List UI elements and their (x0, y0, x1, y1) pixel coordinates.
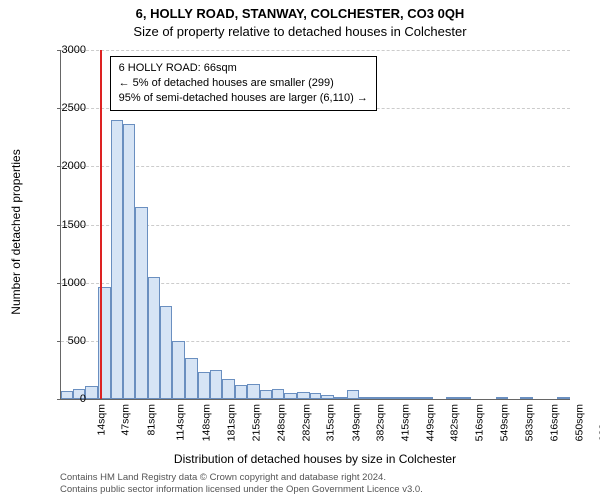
histogram-bar (135, 207, 148, 399)
histogram-bar (458, 397, 471, 399)
y-tick-label: 1000 (46, 277, 86, 289)
histogram-bar (334, 397, 347, 399)
histogram-bar (347, 390, 359, 399)
histogram-bar (408, 397, 421, 399)
x-tick-label: 549sqm (498, 404, 510, 441)
annotation-line: 95% of semi-detached houses are larger (… (119, 91, 368, 106)
y-axis-label: Number of detached properties (9, 149, 23, 314)
histogram-bar (247, 384, 260, 399)
annotation-line: 6 HOLLY ROAD: 66sqm (119, 61, 368, 76)
histogram-bar (210, 370, 222, 399)
y-tick-label: 2000 (46, 160, 86, 172)
x-tick-label: 14sqm (96, 404, 108, 436)
x-tick-label: 114sqm (175, 404, 187, 441)
histogram-bar (284, 393, 297, 399)
x-tick-label: 382sqm (374, 404, 386, 441)
histogram-bar (496, 397, 508, 399)
x-tick-label: 616sqm (548, 404, 560, 441)
histogram-bar (297, 392, 310, 399)
histogram-bar (371, 397, 384, 399)
title-line-1: 6, HOLLY ROAD, STANWAY, COLCHESTER, CO3 … (0, 6, 600, 21)
y-tick-label: 2500 (46, 102, 86, 114)
x-tick-label: 81sqm (145, 404, 157, 436)
attribution-line-2: Contains public sector information licen… (60, 484, 423, 496)
histogram-bar (384, 397, 396, 399)
histogram-bar (172, 341, 185, 399)
histogram-bar (260, 390, 272, 399)
histogram-bar (272, 389, 285, 399)
x-tick-label: 315sqm (325, 404, 337, 441)
histogram-bar (321, 395, 334, 399)
histogram-bar (446, 397, 458, 399)
plot-area: 6 HOLLY ROAD: 66sqm← 5% of detached hous… (60, 50, 570, 400)
histogram-bar (185, 358, 198, 399)
gridline (61, 50, 570, 51)
histogram-bar (520, 397, 533, 399)
gridline (61, 166, 570, 167)
histogram-bar (359, 397, 372, 399)
histogram-bar (235, 385, 248, 399)
x-axis-label: Distribution of detached houses by size … (60, 452, 570, 466)
histogram-bar (421, 397, 434, 399)
x-tick-label: 516sqm (474, 404, 486, 441)
x-tick-label: 248sqm (275, 404, 287, 441)
y-tick-label: 0 (46, 393, 86, 405)
histogram-bar (396, 397, 409, 399)
x-tick-label: 148sqm (201, 404, 213, 441)
x-tick-label: 583sqm (524, 404, 536, 441)
x-tick-label: 215sqm (250, 404, 262, 441)
x-tick-label: 415sqm (399, 404, 411, 441)
y-tick-label: 500 (46, 335, 86, 347)
x-tick-label: 181sqm (225, 404, 237, 441)
x-tick-label: 47sqm (120, 404, 132, 436)
annotation-line: ← 5% of detached houses are smaller (299… (119, 76, 368, 91)
histogram-bar (557, 397, 570, 399)
x-tick-label: 449sqm (424, 404, 436, 441)
x-tick-label: 650sqm (573, 404, 585, 441)
histogram-bar (148, 277, 161, 399)
title-line-2: Size of property relative to detached ho… (0, 24, 600, 39)
x-tick-label: 349sqm (350, 404, 362, 441)
histogram-bar (160, 306, 172, 399)
histogram-bar (310, 393, 322, 399)
y-tick-label: 3000 (46, 44, 86, 56)
y-axis-label-wrap: Number of detached properties (16, 50, 28, 400)
attribution-line-1: Contains HM Land Registry data © Crown c… (60, 472, 423, 484)
histogram-bar (222, 379, 235, 399)
attribution: Contains HM Land Registry data © Crown c… (60, 472, 423, 496)
y-tick-label: 1500 (46, 219, 86, 231)
histogram-bar (111, 120, 123, 399)
x-tick-label: 282sqm (300, 404, 312, 441)
marker-line (100, 50, 102, 399)
histogram-bar (123, 124, 136, 399)
annotation-box: 6 HOLLY ROAD: 66sqm← 5% of detached hous… (110, 56, 377, 111)
histogram-bar (85, 386, 98, 399)
chart-container: 6, HOLLY ROAD, STANWAY, COLCHESTER, CO3 … (0, 0, 600, 500)
histogram-bar (198, 372, 211, 399)
x-tick-label: 482sqm (449, 404, 461, 441)
